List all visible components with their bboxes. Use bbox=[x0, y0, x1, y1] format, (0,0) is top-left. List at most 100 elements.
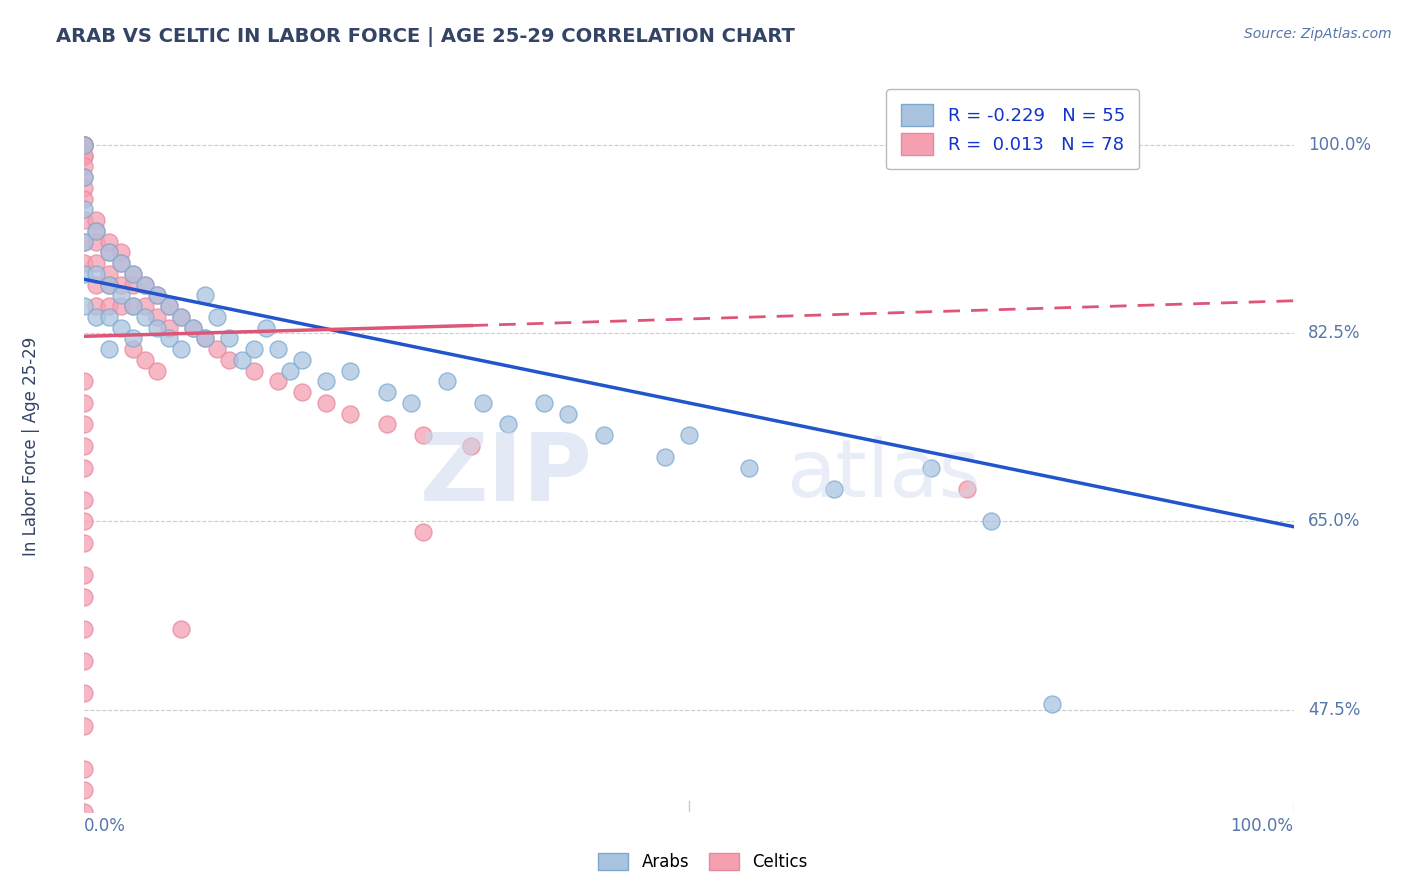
Point bbox=[496, 417, 519, 432]
Point bbox=[73, 622, 96, 636]
Point bbox=[121, 267, 143, 281]
Point bbox=[738, 460, 761, 475]
Point bbox=[97, 299, 120, 313]
Point bbox=[86, 267, 108, 281]
Point bbox=[73, 826, 96, 840]
Point bbox=[157, 331, 180, 345]
Point bbox=[134, 277, 156, 292]
Point bbox=[412, 524, 434, 539]
Point bbox=[533, 396, 555, 410]
Text: 100.0%: 100.0% bbox=[1230, 817, 1294, 835]
Point bbox=[146, 320, 169, 334]
Point bbox=[73, 137, 96, 152]
Point bbox=[110, 288, 132, 302]
Point bbox=[146, 364, 169, 378]
Text: 100.0%: 100.0% bbox=[1308, 136, 1371, 153]
Point bbox=[134, 299, 156, 313]
Legend: R = -0.229   N = 55, R =  0.013   N = 78: R = -0.229 N = 55, R = 0.013 N = 78 bbox=[886, 89, 1139, 169]
Point bbox=[73, 417, 96, 432]
Point bbox=[97, 277, 120, 292]
Point bbox=[110, 256, 132, 270]
Point bbox=[1040, 697, 1063, 711]
Point bbox=[73, 375, 96, 389]
Point bbox=[73, 805, 96, 819]
Point bbox=[73, 192, 96, 206]
Point bbox=[73, 235, 96, 249]
Point bbox=[956, 482, 979, 496]
Point bbox=[339, 407, 361, 421]
Point bbox=[73, 159, 96, 173]
Point bbox=[593, 428, 616, 442]
Point bbox=[278, 364, 301, 378]
Point bbox=[73, 181, 96, 195]
Point bbox=[97, 342, 120, 356]
Point bbox=[472, 396, 495, 410]
Point bbox=[291, 353, 314, 368]
Point bbox=[194, 288, 217, 302]
Point bbox=[678, 428, 700, 442]
Point bbox=[86, 256, 108, 270]
Point bbox=[86, 224, 108, 238]
Point bbox=[73, 235, 96, 249]
Point bbox=[121, 277, 143, 292]
Point bbox=[207, 310, 229, 324]
Point bbox=[412, 428, 434, 442]
Point bbox=[157, 299, 180, 313]
Point bbox=[73, 514, 96, 528]
Point bbox=[146, 310, 169, 324]
Point bbox=[110, 245, 132, 260]
Point bbox=[170, 310, 193, 324]
Point bbox=[86, 299, 108, 313]
Point bbox=[97, 245, 120, 260]
Point bbox=[73, 137, 96, 152]
Text: 47.5%: 47.5% bbox=[1308, 700, 1361, 719]
Point bbox=[823, 482, 845, 496]
Point bbox=[242, 364, 264, 378]
Point bbox=[97, 310, 120, 324]
Point bbox=[460, 439, 482, 453]
Point bbox=[73, 256, 96, 270]
Point bbox=[73, 869, 96, 883]
Point bbox=[73, 590, 96, 604]
Point bbox=[73, 137, 96, 152]
Point bbox=[267, 342, 290, 356]
Point bbox=[86, 213, 108, 227]
Point bbox=[291, 385, 314, 400]
Point bbox=[436, 375, 458, 389]
Point bbox=[170, 342, 193, 356]
Point bbox=[170, 310, 193, 324]
Point bbox=[134, 353, 156, 368]
Point bbox=[86, 277, 108, 292]
Point bbox=[242, 342, 264, 356]
Point bbox=[146, 288, 169, 302]
Point bbox=[121, 299, 143, 313]
Point bbox=[231, 353, 253, 368]
Point bbox=[194, 331, 217, 345]
Text: 0.0%: 0.0% bbox=[84, 817, 127, 835]
Point bbox=[73, 202, 96, 217]
Point bbox=[73, 568, 96, 582]
Text: Source: ZipAtlas.com: Source: ZipAtlas.com bbox=[1244, 27, 1392, 41]
Point bbox=[170, 622, 193, 636]
Point bbox=[375, 417, 398, 432]
Point bbox=[73, 137, 96, 152]
Point bbox=[73, 137, 96, 152]
Point bbox=[73, 783, 96, 797]
Point bbox=[134, 310, 156, 324]
Point bbox=[654, 450, 676, 464]
Point bbox=[97, 235, 120, 249]
Point bbox=[315, 375, 337, 389]
Point bbox=[194, 331, 217, 345]
Point bbox=[86, 235, 108, 249]
Text: 65.0%: 65.0% bbox=[1308, 512, 1361, 531]
Point bbox=[146, 288, 169, 302]
Point bbox=[267, 375, 290, 389]
Point bbox=[110, 320, 132, 334]
Legend: Arabs, Celtics: Arabs, Celtics bbox=[591, 845, 815, 880]
Point bbox=[375, 385, 398, 400]
Point bbox=[181, 320, 204, 334]
Point bbox=[157, 299, 180, 313]
Point bbox=[557, 407, 579, 421]
Point bbox=[73, 719, 96, 733]
Point bbox=[980, 514, 1002, 528]
